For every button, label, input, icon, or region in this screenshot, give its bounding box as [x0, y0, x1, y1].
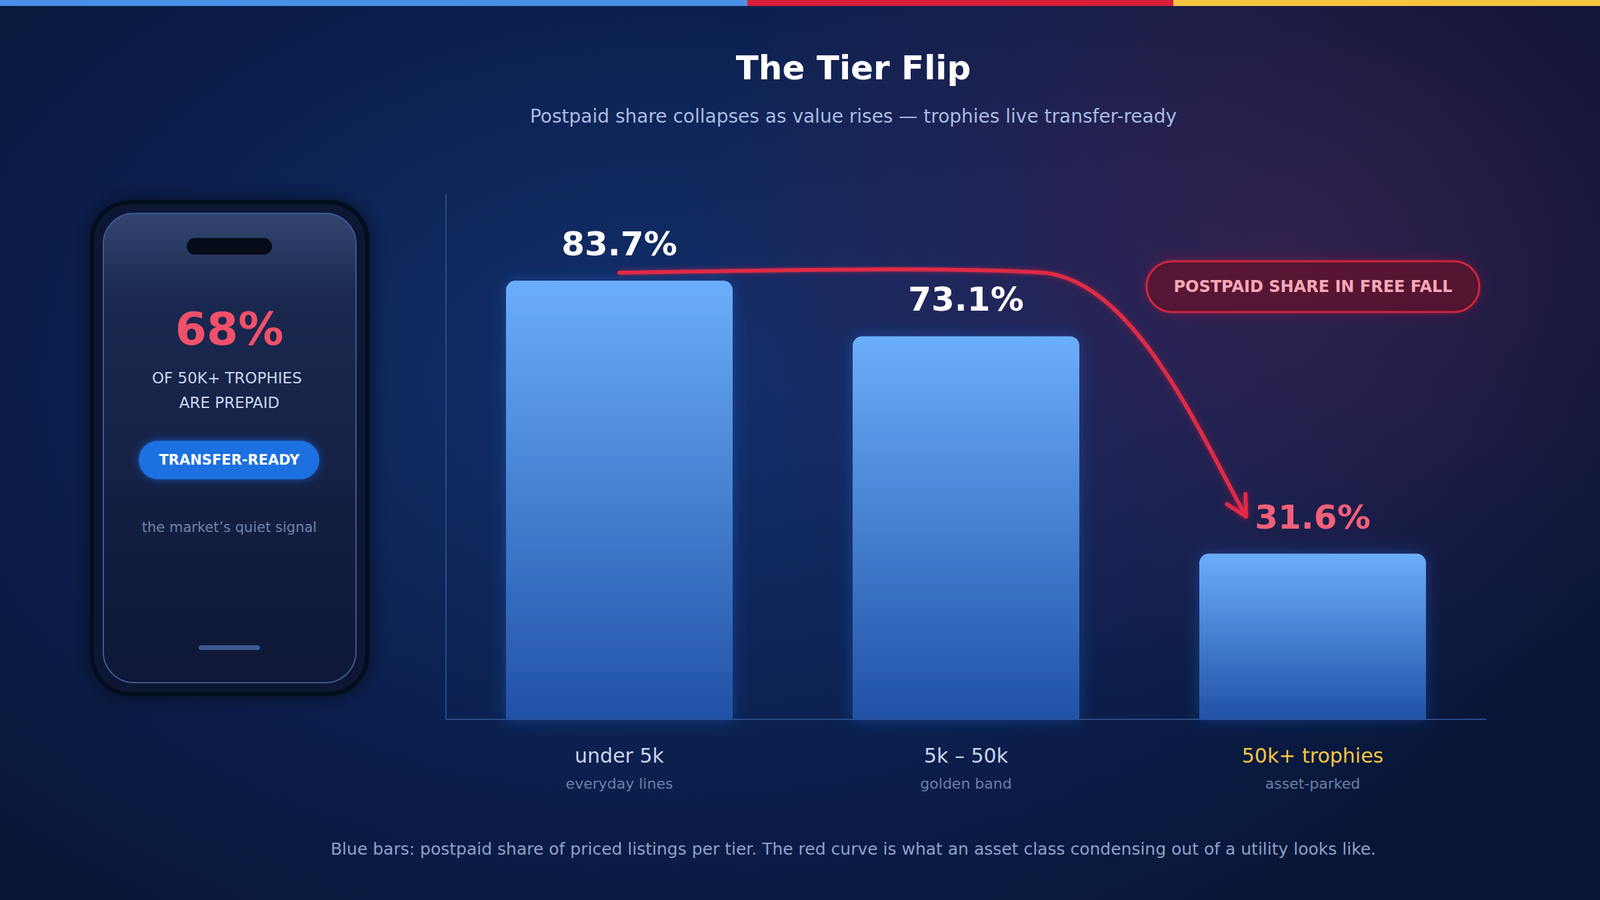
svg-text:68%: 68% — [175, 302, 284, 356]
svg-text:TRANSFER-READY: TRANSFER-READY — [159, 452, 301, 468]
svg-text:50k+ trophies: 50k+ trophies — [1242, 744, 1384, 768]
svg-text:POSTPAID SHARE IN FREE FALL: POSTPAID SHARE IN FREE FALL — [1173, 277, 1452, 296]
svg-text:83.7%: 83.7% — [561, 224, 677, 264]
svg-text:ARE PREPAID: ARE PREPAID — [179, 394, 280, 412]
svg-text:the market’s quiet signal: the market’s quiet signal — [142, 519, 317, 536]
svg-text:everyday lines: everyday lines — [566, 775, 674, 792]
svg-text:OF 50K+ TROPHIES: OF 50K+ TROPHIES — [152, 369, 307, 387]
svg-text:5k – 50k: 5k – 50k — [924, 744, 1009, 768]
svg-text:under 5k: under 5k — [574, 744, 664, 768]
svg-text:31.6%: 31.6% — [1254, 498, 1370, 537]
svg-text:asset-parked: asset-parked — [1265, 775, 1360, 792]
svg-text:Postpaid share collapses as va: Postpaid share collapses as value rises … — [530, 105, 1177, 128]
svg-text:The Tier Flip: The Tier Flip — [736, 48, 971, 88]
svg-text:Blue bars: postpaid share of p: Blue bars: postpaid share of priced list… — [330, 839, 1376, 859]
svg-text:73.1%: 73.1% — [908, 280, 1024, 319]
svg-text:golden band: golden band — [920, 775, 1012, 792]
